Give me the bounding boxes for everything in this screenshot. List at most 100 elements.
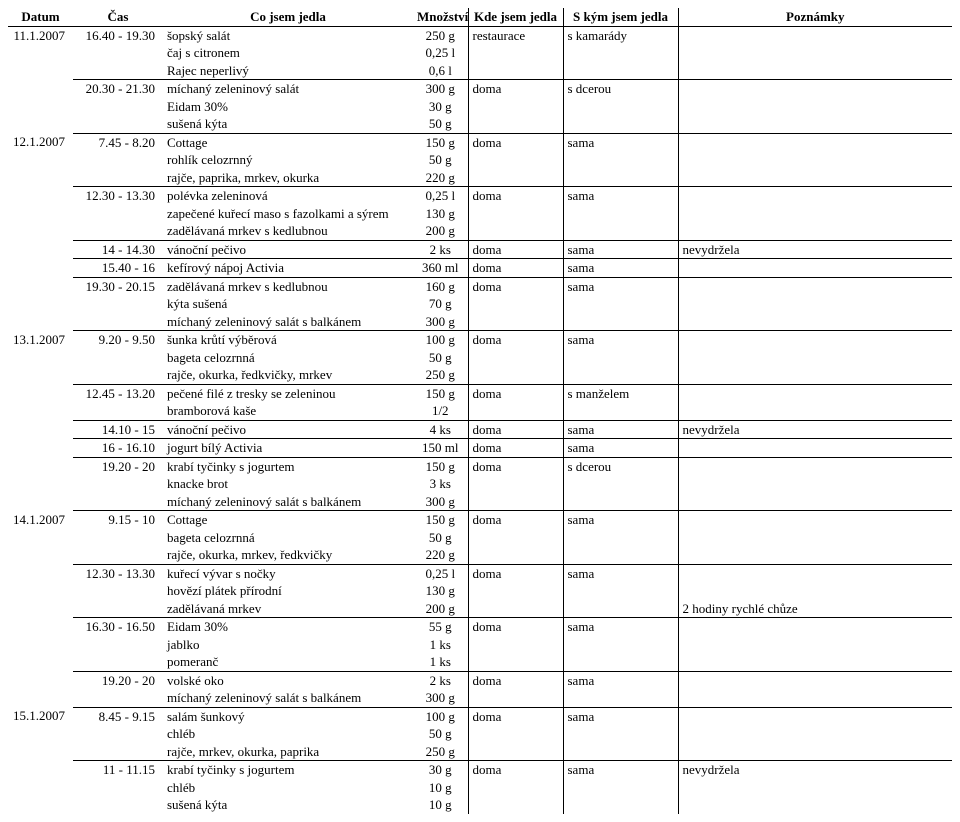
cell-food: rajče, paprika, mrkev, okurka bbox=[163, 169, 413, 187]
cell-who bbox=[563, 493, 678, 511]
cell-who bbox=[563, 402, 678, 420]
cell-notes bbox=[678, 475, 952, 493]
table-row: 11 - 11.15krabí tyčinky s jogurtem30 gdo… bbox=[8, 761, 952, 779]
cell-amount: 150 ml bbox=[413, 439, 468, 458]
cell-who: sama bbox=[563, 511, 678, 529]
table-row: míchaný zeleninový salát s balkánem300 g bbox=[8, 313, 952, 331]
cell-who bbox=[563, 636, 678, 654]
cell-food: Eidam 30% bbox=[163, 618, 413, 636]
cell-amount: 4 ks bbox=[413, 420, 468, 439]
cell-amount: 250 g bbox=[413, 26, 468, 44]
cell-time bbox=[73, 115, 163, 133]
cell-food: jogurt bílý Activia bbox=[163, 439, 413, 458]
cell-food: polévka zeleninová bbox=[163, 187, 413, 205]
cell-food: vánoční pečivo bbox=[163, 240, 413, 259]
table-row: rohlík celozrnný50 g bbox=[8, 151, 952, 169]
cell-who bbox=[563, 743, 678, 761]
cell-where bbox=[468, 653, 563, 671]
cell-date bbox=[8, 618, 73, 636]
cell-who bbox=[563, 222, 678, 240]
cell-food: rajče, okurka, mrkev, ředkvičky bbox=[163, 546, 413, 564]
cell-notes bbox=[678, 133, 952, 151]
cell-notes bbox=[678, 546, 952, 564]
cell-who: sama bbox=[563, 240, 678, 259]
cell-food: volské oko bbox=[163, 671, 413, 689]
cell-notes bbox=[678, 618, 952, 636]
cell-amount: 150 g bbox=[413, 511, 468, 529]
cell-time: 8.45 - 9.15 bbox=[73, 707, 163, 725]
cell-where: doma bbox=[468, 80, 563, 98]
cell-amount: 1/2 bbox=[413, 402, 468, 420]
cell-notes: 2 hodiny rychlé chůze bbox=[678, 600, 952, 618]
cell-notes bbox=[678, 349, 952, 367]
cell-date: 14.1.2007 bbox=[8, 511, 73, 529]
cell-time: 16.30 - 16.50 bbox=[73, 618, 163, 636]
cell-amount: 0,6 l bbox=[413, 62, 468, 80]
cell-notes bbox=[678, 511, 952, 529]
table-row: 16.30 - 16.50Eidam 30%55 gdomasama bbox=[8, 618, 952, 636]
cell-notes: nevydržela bbox=[678, 240, 952, 259]
table-row: hovězí plátek přírodní130 g bbox=[8, 582, 952, 600]
header-row: Datum Čas Co jsem jedla Množství Kde jse… bbox=[8, 8, 952, 26]
header-where: Kde jsem jedla bbox=[468, 8, 563, 26]
cell-where bbox=[468, 313, 563, 331]
cell-notes bbox=[678, 529, 952, 547]
cell-time: 19.20 - 20 bbox=[73, 457, 163, 475]
cell-date bbox=[8, 546, 73, 564]
cell-where bbox=[468, 349, 563, 367]
cell-food: pomeranč bbox=[163, 653, 413, 671]
cell-notes bbox=[678, 295, 952, 313]
cell-who: sama bbox=[563, 420, 678, 439]
header-notes: Poznámky bbox=[678, 8, 952, 26]
cell-where: doma bbox=[468, 133, 563, 151]
cell-date bbox=[8, 277, 73, 295]
cell-notes bbox=[678, 779, 952, 797]
cell-date bbox=[8, 98, 73, 116]
cell-food: Cottage bbox=[163, 133, 413, 151]
table-row: 12.45 - 13.20pečené filé z tresky se zel… bbox=[8, 384, 952, 402]
cell-who bbox=[563, 205, 678, 223]
cell-notes bbox=[678, 205, 952, 223]
cell-amount: 300 g bbox=[413, 313, 468, 331]
cell-where: doma bbox=[468, 439, 563, 458]
table-row: 12.30 - 13.30polévka zeleninová0,25 ldom… bbox=[8, 187, 952, 205]
cell-where: doma bbox=[468, 420, 563, 439]
cell-notes bbox=[678, 689, 952, 707]
cell-food: knacke brot bbox=[163, 475, 413, 493]
cell-where bbox=[468, 222, 563, 240]
cell-where bbox=[468, 689, 563, 707]
cell-who bbox=[563, 653, 678, 671]
cell-amount: 50 g bbox=[413, 349, 468, 367]
cell-notes bbox=[678, 187, 952, 205]
cell-where bbox=[468, 546, 563, 564]
header-who: S kým jsem jedla bbox=[563, 8, 678, 26]
cell-who: sama bbox=[563, 707, 678, 725]
cell-food: zadělávaná mrkev bbox=[163, 600, 413, 618]
cell-who bbox=[563, 796, 678, 814]
cell-date bbox=[8, 169, 73, 187]
cell-where bbox=[468, 366, 563, 384]
cell-notes bbox=[678, 384, 952, 402]
cell-who bbox=[563, 44, 678, 62]
cell-notes bbox=[678, 582, 952, 600]
cell-food: Cottage bbox=[163, 511, 413, 529]
cell-who bbox=[563, 115, 678, 133]
table-row: zadělávaná mrkev200 g2 hodiny rychlé chů… bbox=[8, 600, 952, 618]
table-row: 12.1.20077.45 - 8.20Cottage150 gdomasama bbox=[8, 133, 952, 151]
cell-notes bbox=[678, 44, 952, 62]
cell-amount: 250 g bbox=[413, 366, 468, 384]
cell-who: s dcerou bbox=[563, 80, 678, 98]
cell-amount: 150 g bbox=[413, 384, 468, 402]
cell-who: sama bbox=[563, 439, 678, 458]
cell-where bbox=[468, 205, 563, 223]
cell-date: 15.1.2007 bbox=[8, 707, 73, 725]
cell-date bbox=[8, 457, 73, 475]
cell-where: doma bbox=[468, 457, 563, 475]
cell-who bbox=[563, 62, 678, 80]
cell-time bbox=[73, 796, 163, 814]
cell-where bbox=[468, 62, 563, 80]
cell-time bbox=[73, 779, 163, 797]
cell-food: sušená kýta bbox=[163, 796, 413, 814]
cell-where bbox=[468, 475, 563, 493]
cell-food: bageta celozrnná bbox=[163, 349, 413, 367]
